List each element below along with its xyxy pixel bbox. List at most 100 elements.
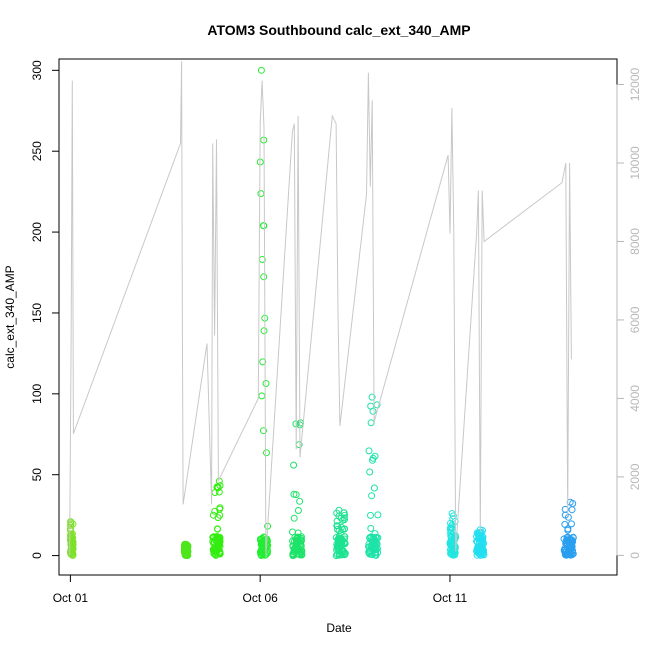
- data-point: [216, 482, 224, 490]
- left-tick-label: 100: [30, 384, 44, 404]
- data-point: [260, 327, 268, 335]
- right-tick-label: 4000: [628, 385, 642, 412]
- data-point: [260, 273, 268, 281]
- data-point: [67, 521, 74, 529]
- data-point: [370, 484, 378, 492]
- data-point: [210, 534, 217, 542]
- data-point: [294, 507, 302, 514]
- data-point: [216, 534, 224, 541]
- data-point: [290, 514, 298, 522]
- data-point: [480, 551, 488, 559]
- data-point: [446, 541, 454, 549]
- data-point: [259, 427, 267, 435]
- data-point: [209, 537, 217, 545]
- data-point: [67, 549, 75, 557]
- x-axis-title: Date: [326, 621, 352, 635]
- data-point: [210, 545, 218, 553]
- data-point: [334, 537, 342, 545]
- data-point: [183, 541, 191, 549]
- data-point: [374, 511, 382, 519]
- data-point: [563, 535, 571, 543]
- data-point: [366, 534, 374, 542]
- data-point: [371, 551, 379, 559]
- right-tick-label: 2000: [628, 463, 642, 490]
- bottom-tick-label: Oct 06: [243, 591, 279, 605]
- data-point: [261, 542, 269, 550]
- data-point: [296, 497, 304, 505]
- data-point: [182, 545, 190, 553]
- data-point: [67, 531, 75, 539]
- data-point: [258, 392, 266, 400]
- data-point: [334, 522, 341, 530]
- data-point: [289, 528, 296, 536]
- plot-area: [67, 60, 577, 560]
- data-point: [447, 519, 454, 527]
- data-point: [292, 491, 300, 499]
- data-point: [365, 447, 373, 455]
- point-cluster: [289, 419, 306, 560]
- data-point: [260, 222, 268, 230]
- left-tick-label: 150: [30, 303, 44, 323]
- data-point: [333, 509, 341, 517]
- data-point: [68, 546, 76, 553]
- bottom-axis: Oct 01 Oct 06 Oct 11: [53, 574, 468, 605]
- left-tick-label: 200: [30, 222, 44, 242]
- data-point: [262, 380, 270, 387]
- data-point: [569, 547, 576, 555]
- data-point: [216, 511, 224, 519]
- data-point: [340, 509, 348, 517]
- point-cluster: [560, 498, 577, 559]
- point-cluster: [180, 540, 192, 560]
- data-point: [367, 511, 374, 519]
- point-cluster: [67, 518, 77, 559]
- data-point: [367, 419, 375, 427]
- right-tick-label: 6000: [628, 306, 642, 333]
- right-tick-label: 0: [628, 552, 642, 559]
- data-point: [333, 546, 341, 554]
- data-point: [568, 520, 575, 528]
- data-point: [212, 548, 220, 556]
- right-tick-label: 8000: [628, 228, 642, 255]
- data-point: [478, 544, 486, 552]
- left-tick-label: 250: [30, 141, 44, 161]
- data-point: [370, 535, 378, 543]
- data-point: [366, 468, 374, 476]
- left-tick-label: 50: [30, 468, 44, 482]
- data-point: [298, 546, 305, 554]
- bottom-tick-label: Oct 01: [53, 591, 89, 605]
- right-tick-label: 10000: [628, 146, 642, 180]
- data-point: [257, 190, 265, 198]
- data-point: [341, 533, 349, 541]
- secondary-series-line: [69, 60, 572, 556]
- data-point: [339, 516, 347, 524]
- data-point: [337, 514, 345, 522]
- data-point: [374, 534, 382, 542]
- data-point: [368, 393, 376, 401]
- data-point: [263, 449, 270, 457]
- data-point: [368, 541, 376, 549]
- chart-title: ATOM3 Southbound calc_ext_340_AMP: [207, 22, 470, 38]
- left-axis: 0 50 100 150 200 250 300: [30, 60, 60, 559]
- data-point: [561, 511, 569, 519]
- data-point: [563, 543, 571, 551]
- data-point: [259, 358, 267, 366]
- data-point: [480, 539, 488, 547]
- data-point: [447, 527, 455, 535]
- data-point: [214, 483, 222, 491]
- data-point: [340, 525, 348, 533]
- data-point: [368, 492, 376, 500]
- data-point: [367, 524, 375, 532]
- data-point: [298, 551, 306, 559]
- data-point: [257, 66, 265, 74]
- point-cluster: [256, 66, 272, 559]
- data-point: [68, 534, 76, 542]
- data-point: [568, 506, 576, 514]
- data-point: [213, 525, 221, 533]
- data-point: [367, 402, 375, 410]
- data-point: [335, 532, 343, 540]
- data-point: [257, 550, 265, 558]
- right-tick-label: 12000: [628, 67, 642, 101]
- y-axis-title: calc_ext_340_AMP: [3, 265, 17, 368]
- data-point: [293, 533, 301, 541]
